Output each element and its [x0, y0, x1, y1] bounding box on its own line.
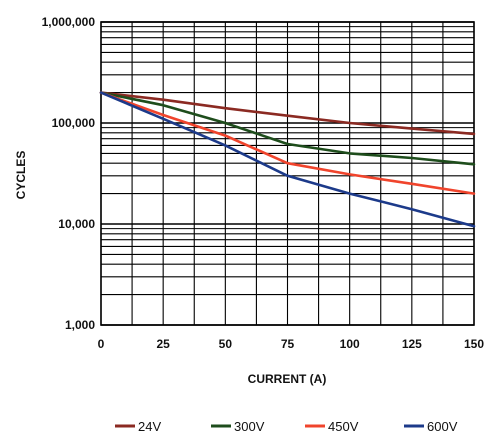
series-line-24v — [99, 91, 476, 136]
legend-label-450v: 450V — [328, 419, 359, 434]
y-axis-title: CYCLES — [14, 151, 28, 200]
plot-frame — [100, 21, 475, 326]
x-tick-label: 50 — [219, 337, 233, 351]
series-line-600v — [99, 91, 476, 228]
y-tick-label: 10,000 — [58, 217, 95, 231]
y-tick-label: 1,000,000 — [42, 15, 96, 29]
x-tick-label: 100 — [340, 337, 360, 351]
x-tick-label: 125 — [402, 337, 422, 351]
legend-label-600v: 600V — [427, 419, 458, 434]
x-tick-label: 25 — [156, 337, 170, 351]
legend-label-24v: 24V — [138, 419, 161, 434]
y-tick-label: 100,000 — [52, 116, 96, 130]
grid — [100, 21, 475, 326]
series-line-300v — [99, 91, 476, 166]
legend: 24V 300V 450V 600V — [115, 419, 458, 434]
x-tick-label: 75 — [281, 337, 295, 351]
x-axis-title: CURRENT (A) — [248, 372, 327, 386]
legend-label-300v: 300V — [234, 419, 265, 434]
series-lines — [99, 91, 476, 228]
x-tick-label: 150 — [464, 337, 484, 351]
x-axis-ticks: 0 25 50 75 100 125 150 — [98, 337, 485, 351]
x-tick-label: 0 — [98, 337, 105, 351]
y-tick-label: 1,000 — [65, 318, 95, 332]
y-axis-ticks: 1,000 10,000 100,000 1,000,000 — [42, 15, 96, 332]
series-line-450v — [99, 91, 476, 195]
